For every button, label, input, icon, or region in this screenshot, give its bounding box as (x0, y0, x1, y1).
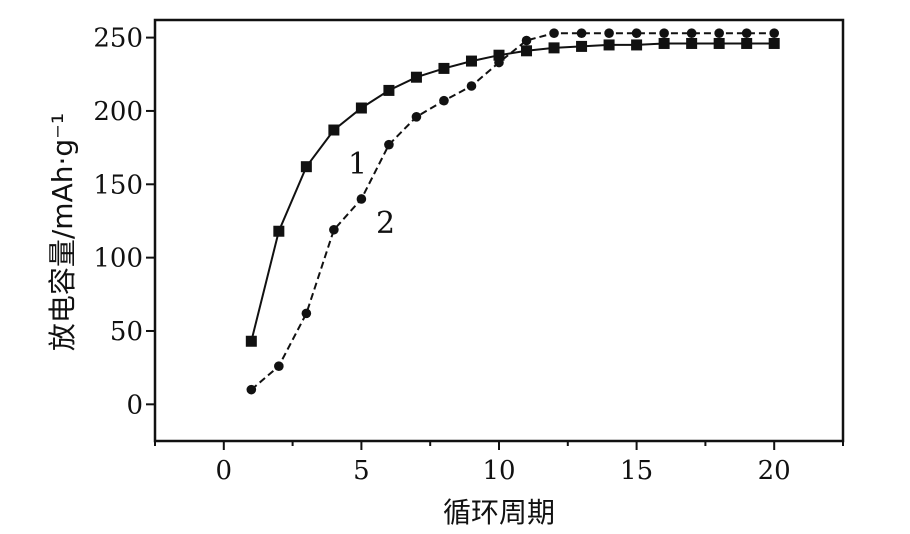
series-2-point (686, 28, 697, 39)
series-1-line (250, 42, 775, 342)
y-tick-label-0: 0 (126, 390, 143, 420)
series-1-point (768, 37, 780, 49)
series-1-point (438, 62, 450, 74)
x-tick-label-0: 0 (216, 456, 233, 486)
series-2-point (769, 28, 779, 39)
series-2-point (466, 81, 477, 91)
series-1-point (273, 225, 285, 237)
series-1-point (328, 124, 340, 136)
series-1-point (383, 84, 395, 96)
series-1-point (521, 45, 533, 57)
y-tick-label-250: 250 (93, 24, 143, 54)
x-axis-ticks: 0 5 10 15 20 (154, 441, 844, 486)
series-1-point (548, 42, 560, 54)
series-2-label: 2 (376, 206, 395, 241)
series-2-point (714, 28, 724, 39)
series-2-point (576, 28, 587, 39)
series-layer (245, 28, 780, 395)
series-2-point (494, 57, 504, 68)
series-1-point (686, 37, 698, 49)
series-1-point (713, 37, 725, 49)
y-axis-ticks: 0 50 100 150 200 250 (93, 24, 155, 420)
x-tick-label-10: 10 (482, 456, 515, 486)
x-axis-label: 循环周期 (443, 496, 555, 529)
series-2-point (246, 384, 257, 395)
series-2-point (549, 28, 559, 39)
series-1-point (631, 39, 643, 51)
y-axis-label: 放电容量/mAh·g⁻¹ (46, 113, 79, 351)
x-tick-label-5: 5 (353, 456, 370, 486)
plot-frame (153, 18, 845, 443)
series-1-point (410, 71, 422, 83)
series-1-point (741, 37, 753, 49)
series-2-point (274, 361, 284, 371)
series-2-point (411, 112, 422, 122)
series-1-point (300, 161, 312, 173)
series-1-point (465, 55, 477, 67)
series-1-point (245, 335, 257, 347)
x-tick-label-15: 15 (620, 456, 653, 486)
series-2-point (384, 139, 394, 150)
series-2-point (521, 35, 532, 46)
series-2-point (439, 95, 449, 106)
y-tick-label-150: 150 (93, 170, 143, 200)
series-2-point (659, 28, 669, 39)
series-2-point (741, 28, 752, 39)
y-tick-label-100: 100 (93, 244, 143, 274)
series-1-point (603, 39, 615, 51)
series-2-point (604, 28, 614, 39)
x-tick-label-20: 20 (758, 456, 791, 486)
y-tick-label-200: 200 (93, 97, 143, 127)
series-1-point (658, 37, 670, 49)
series-1-point (355, 102, 367, 114)
series-2-point (329, 224, 339, 235)
series-2-point (301, 308, 312, 319)
series-1-point (576, 40, 588, 52)
series-2-point (631, 28, 642, 39)
series-1-point (493, 49, 505, 61)
series-2-point (356, 194, 367, 204)
series-2-line (250, 32, 775, 391)
series-1-label: 1 (348, 147, 367, 182)
y-tick-label-50: 50 (110, 317, 143, 347)
